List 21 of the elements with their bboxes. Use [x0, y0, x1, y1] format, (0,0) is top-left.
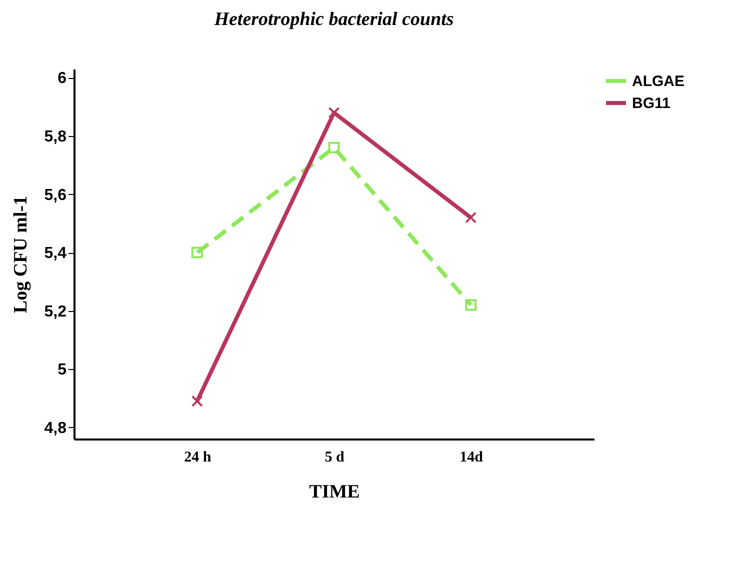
y-tick-label: 5,8	[44, 128, 67, 146]
point	[191, 395, 203, 407]
y-tick-label: 4,8	[44, 420, 67, 437]
x-axis-title: TIME	[309, 482, 360, 502]
point	[191, 246, 203, 258]
y-tick-label: 5,6	[44, 186, 67, 204]
x-tick-label: 24 h	[184, 450, 212, 466]
chart-title: Heterotrophic bacterial counts	[213, 9, 454, 30]
y-tick-label: 5,4	[44, 245, 67, 262]
x-tick-label: 5 d	[324, 450, 345, 466]
point	[328, 142, 340, 154]
y-tick-label: 5,2	[44, 303, 67, 320]
point	[328, 106, 340, 118]
point	[465, 212, 477, 224]
legend-label: ALGAE	[632, 73, 684, 90]
legend-label: BG11	[632, 95, 670, 112]
x-tick-label: 14d	[460, 450, 484, 466]
y-tick-label: 6	[58, 70, 67, 88]
y-tick-label: 5	[58, 362, 67, 379]
y-axis-title: Log CFU ml-1	[10, 196, 32, 314]
point	[465, 299, 477, 311]
